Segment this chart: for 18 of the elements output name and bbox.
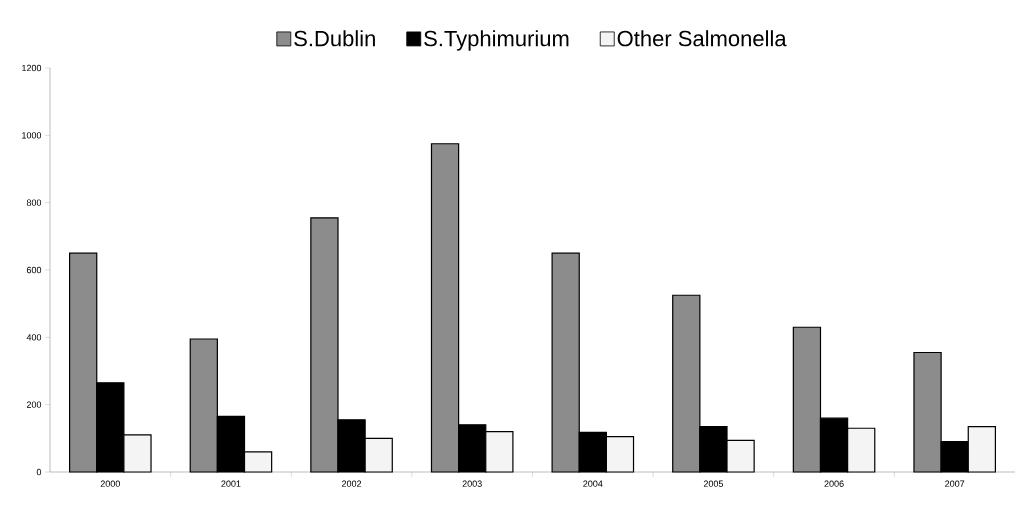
x-tick-label: 2004 <box>583 480 603 487</box>
y-tick-label: 200 <box>26 401 42 408</box>
y-tick-label: 1000 <box>22 132 42 139</box>
legend-label: S.Dublin <box>294 30 375 47</box>
x-tick-label: 2007 <box>945 480 965 487</box>
y-tick-label: 600 <box>26 266 42 274</box>
x-tick-label: 2000 <box>100 480 120 487</box>
y-tick-label: 400 <box>26 334 42 341</box>
y-tick-label: 1200 <box>22 64 42 72</box>
y-tick-label: 800 <box>26 199 42 206</box>
x-tick-label: 2006 <box>824 480 844 487</box>
x-tick-label: 2003 <box>462 480 482 487</box>
x-tick-label: 2005 <box>703 480 724 487</box>
y-tick-label: 0 <box>36 468 42 476</box>
x-tick-label: 2002 <box>342 480 362 487</box>
x-tick-label: 2001 <box>221 480 241 487</box>
legend-label: Other Salmonella <box>617 30 787 47</box>
legend-label: S.Typhimurium <box>424 30 569 51</box>
